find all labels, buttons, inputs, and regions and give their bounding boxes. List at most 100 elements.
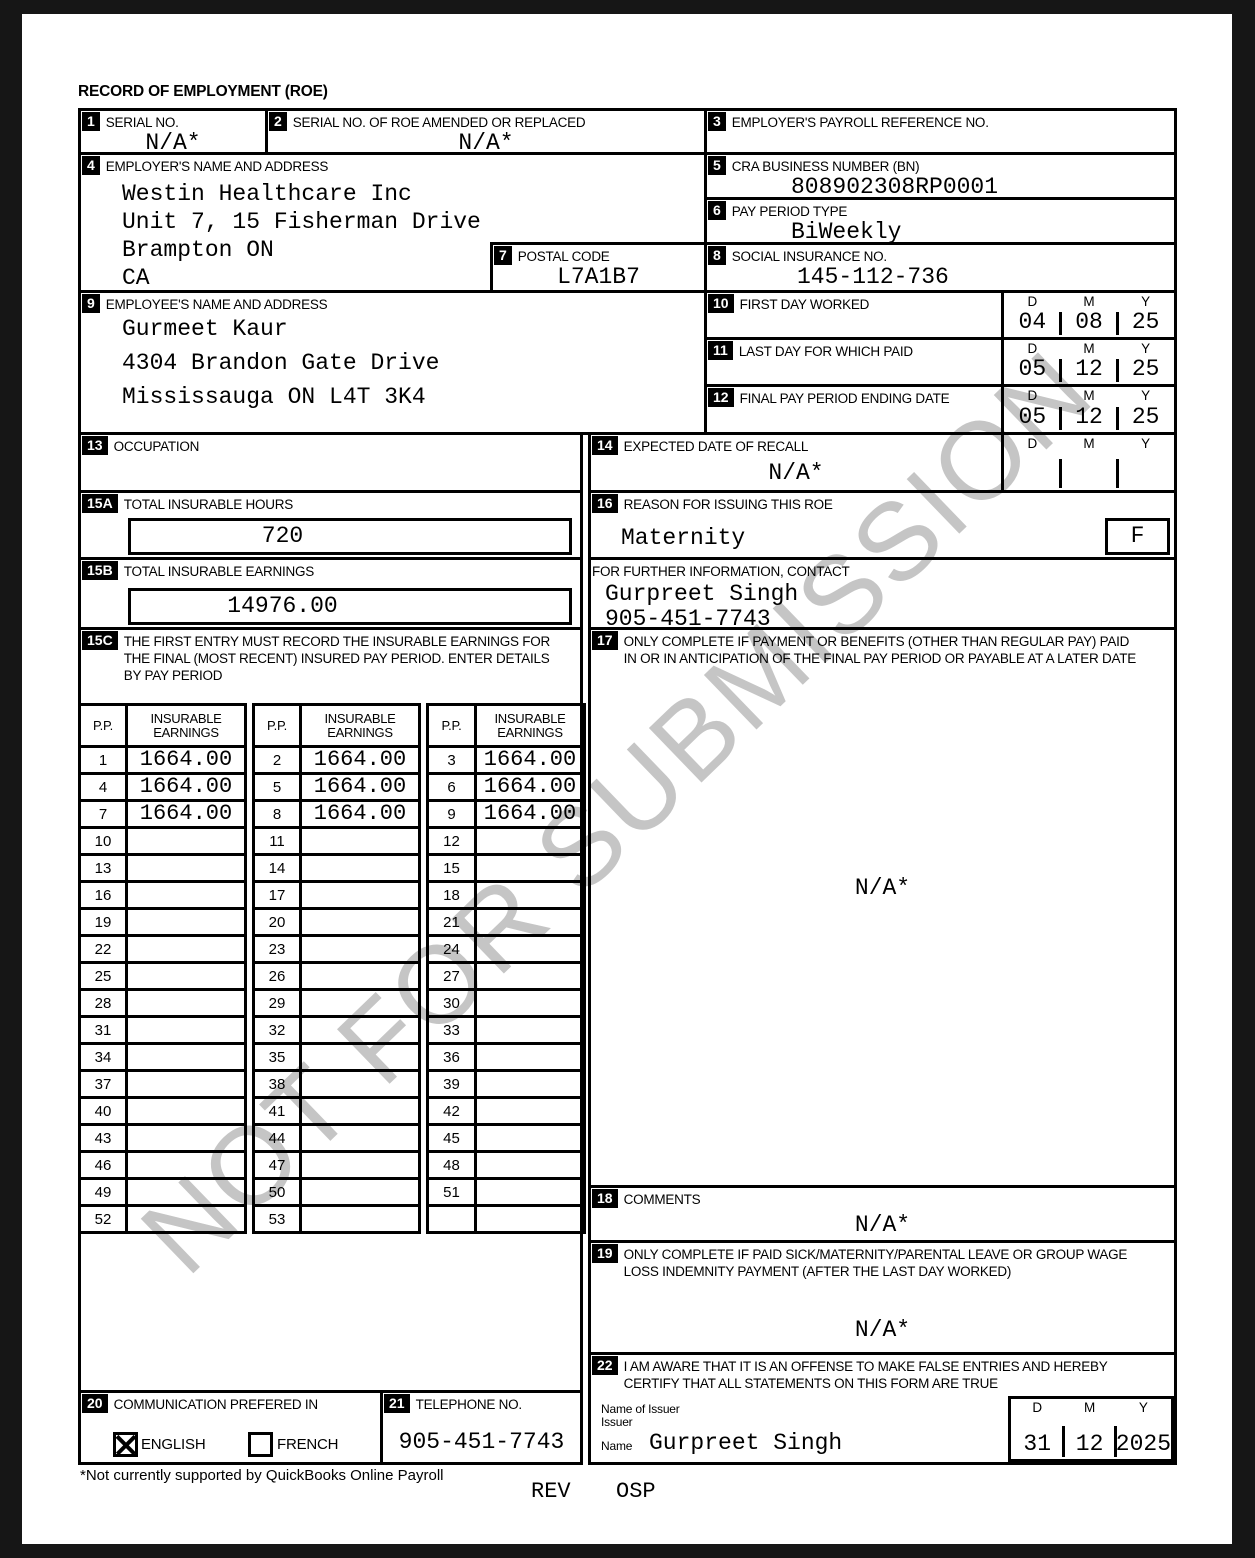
pp-earnings-value bbox=[474, 1150, 586, 1180]
pp-earnings-value bbox=[299, 907, 421, 937]
day-value: 04 bbox=[1018, 309, 1047, 335]
box-further-information-head: FOR FURTHER INFORMATION, CONTACT bbox=[591, 560, 1174, 580]
pp-earnings-value bbox=[125, 907, 247, 937]
field-number-badge: 7 bbox=[494, 246, 512, 265]
box-final-pay-period-end: 12 FINAL PAY PERIOD ENDING DATE D 05 M 1… bbox=[704, 384, 1177, 435]
pay-period-row: 37 38 39 bbox=[78, 1069, 586, 1099]
pp-number: 49 bbox=[78, 1177, 128, 1207]
pp-earnings-value bbox=[299, 826, 421, 856]
field-label: ONLY COMPLETE IF PAYMENT OR BENEFITS (OT… bbox=[623, 634, 1137, 666]
reason-for-issuing-value: Maternity bbox=[621, 524, 746, 551]
field-label: I AM AWARE THAT IT IS AN OFFENSE TO MAKE… bbox=[623, 1359, 1108, 1391]
pp-number: 38 bbox=[252, 1069, 302, 1099]
pp-earnings-value bbox=[474, 988, 586, 1018]
earnings-column-header: INSURABLE EARNINGS bbox=[125, 703, 247, 748]
employer-street-line: Unit 7, 15 Fisherman Drive bbox=[122, 209, 481, 235]
table-gap bbox=[418, 827, 429, 855]
pp-number: 9 bbox=[426, 799, 477, 829]
pp-earnings-value bbox=[299, 1015, 421, 1045]
pp-earnings-value bbox=[125, 826, 247, 856]
pp-earnings-value bbox=[299, 961, 421, 991]
pp-earnings-value bbox=[474, 1204, 586, 1234]
pp-number: 22 bbox=[78, 934, 128, 964]
table-gap bbox=[418, 1205, 429, 1233]
date-month-col: M 08 bbox=[1059, 293, 1118, 337]
sick-maternity-payment-value: N/A* bbox=[854, 1316, 911, 1343]
pp-earnings-value bbox=[125, 961, 247, 991]
issuer-label: Issuer bbox=[601, 1415, 633, 1429]
pay-period-row: 25 26 27 bbox=[78, 961, 586, 991]
pp-earnings-value bbox=[125, 1150, 247, 1180]
day-header: D bbox=[1027, 436, 1038, 451]
field-number-badge: 3 bbox=[708, 112, 726, 131]
date-day-col: D bbox=[1004, 435, 1061, 490]
pay-period-row: 7 1664.00 8 1664.00 9 1664.00 bbox=[78, 799, 586, 829]
pay-period-type-value: BiWeekly bbox=[791, 219, 902, 245]
pp-earnings-value: 1664.00 bbox=[125, 745, 247, 775]
table-gap bbox=[418, 1070, 429, 1098]
telephone-value: 905-451-7743 bbox=[398, 1428, 565, 1455]
pp-number: 47 bbox=[252, 1150, 302, 1180]
pp-number: 51 bbox=[426, 1177, 477, 1207]
pp-number: 16 bbox=[78, 880, 128, 910]
pay-period-row: 22 23 24 bbox=[78, 934, 586, 964]
pp-earnings-value bbox=[474, 880, 586, 910]
pp-number bbox=[426, 1204, 477, 1234]
pp-number: 41 bbox=[252, 1096, 302, 1126]
table-gap bbox=[418, 1016, 429, 1044]
total-insurable-hours-field: 720 bbox=[128, 518, 572, 555]
date-day-col: D 05 bbox=[1004, 387, 1061, 432]
box-employee-address-head: 9 EMPLOYEE'S NAME AND ADDRESS bbox=[81, 293, 704, 313]
pp-earnings-value bbox=[299, 1096, 421, 1126]
pp-number: 30 bbox=[426, 988, 477, 1018]
field-label: TELEPHONE NO. bbox=[415, 1397, 523, 1412]
box-pay-period-type-head: 6 PAY PERIOD TYPE bbox=[707, 200, 1174, 220]
pp-earnings-value bbox=[299, 1123, 421, 1153]
pp-number: 31 bbox=[78, 1015, 128, 1045]
pp-earnings-value: 1664.00 bbox=[125, 799, 247, 829]
pay-period-row: 43 44 45 bbox=[78, 1123, 586, 1153]
last-day-paid-date-grid: D 05 M 12 Y 25 bbox=[1001, 340, 1174, 384]
table-gap bbox=[418, 1124, 429, 1152]
employer-city-line: Brampton ON bbox=[122, 237, 274, 263]
pp-column-header: P.P. bbox=[252, 703, 302, 748]
box-cra-business-number: 5 CRA BUSINESS NUMBER (BN) 808902308RP00… bbox=[704, 152, 1177, 200]
final-pay-period-payments-value: N/A* bbox=[854, 875, 911, 901]
final-pay-period-date-grid: D 05 M 12 Y 25 bbox=[1001, 387, 1174, 432]
field-number-badge: 19 bbox=[592, 1244, 618, 1263]
date-day-col: D 04 bbox=[1004, 293, 1061, 337]
pp-number: 46 bbox=[78, 1150, 128, 1180]
issuer-label: Name of Issuer bbox=[601, 1402, 680, 1416]
box-social-insurance-number: 8 SOCIAL INSURANCE NO. 145-112-736 bbox=[704, 242, 1177, 293]
pp-number: 43 bbox=[78, 1123, 128, 1153]
table-gap bbox=[244, 1097, 255, 1125]
box-total-insurable-hours-head: 15A TOTAL INSURABLE HOURS bbox=[81, 493, 580, 513]
box-last-day-paid-head: 11 LAST DAY FOR WHICH PAID bbox=[707, 340, 1000, 360]
pp-earnings-value bbox=[474, 853, 586, 883]
box-occupation: 13 OCCUPATION bbox=[78, 432, 583, 493]
year-header: Y bbox=[1141, 388, 1151, 403]
day-value: 05 bbox=[1018, 356, 1047, 382]
pp-number: 53 bbox=[252, 1204, 302, 1234]
box-reason-for-issuing-head: 16 REASON FOR ISSUING THIS ROE bbox=[591, 493, 1174, 513]
pay-period-row: 19 20 21 bbox=[78, 907, 586, 937]
pp-earnings-value bbox=[125, 1096, 247, 1126]
table-gap bbox=[244, 1070, 255, 1098]
date-year-col: Y 2025 bbox=[1114, 1399, 1171, 1459]
year-value: 2025 bbox=[1115, 1431, 1171, 1457]
field-number-badge: 15C bbox=[82, 631, 118, 650]
pp-number: 20 bbox=[252, 907, 302, 937]
year-value: 25 bbox=[1131, 404, 1160, 430]
comments-value: N/A* bbox=[854, 1211, 911, 1238]
field-label: OCCUPATION bbox=[113, 439, 200, 454]
pp-number: 15 bbox=[426, 853, 477, 883]
pp-number: 11 bbox=[252, 826, 302, 856]
pp-column-header: P.P. bbox=[426, 703, 477, 748]
table-gap bbox=[244, 935, 255, 963]
pp-earnings-value: 1664.00 bbox=[299, 799, 421, 829]
contact-name-value: Gurpreet Singh bbox=[605, 581, 799, 607]
month-value: 12 bbox=[1075, 1431, 1104, 1457]
earnings-column-header: INSURABLE EARNINGS bbox=[299, 703, 421, 748]
box-certification: 22 I AM AWARE THAT IT IS AN OFFENSE TO M… bbox=[588, 1352, 1177, 1465]
pay-period-row: 49 50 51 bbox=[78, 1177, 586, 1207]
